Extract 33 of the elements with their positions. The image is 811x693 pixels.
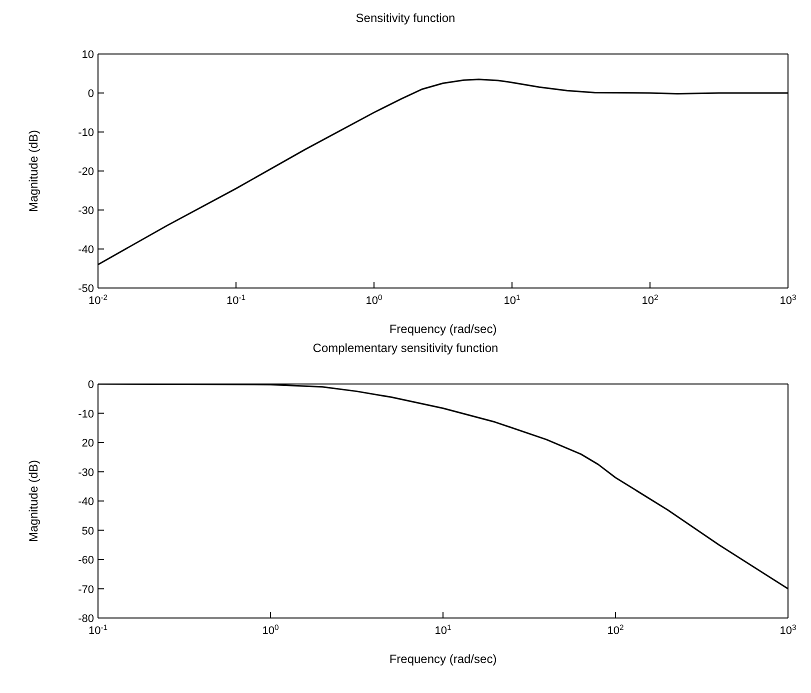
x-tick-label: 10$^{1}$ (504, 292, 520, 307)
x-tick-label: 10$^{3}$ (780, 292, 796, 307)
x-axis-title: Frequency (rad/sec) (389, 322, 497, 336)
x-tick-label: 10$^{-1}$ (226, 292, 246, 307)
x-tick-label: 10$^{2}$ (642, 292, 658, 307)
y-tick-label: -40 (78, 244, 94, 256)
x-tick-label: 10$^{0}$ (262, 622, 279, 637)
y-tick-label: -50 (78, 283, 94, 295)
y-tick-label: -10 (78, 408, 94, 420)
y-tick-label: 0 (88, 379, 94, 391)
x-tick-label: 10$^{-2}$ (88, 292, 108, 307)
chart-title: Sensitivity function (354, 10, 456, 27)
y-tick-label: -20 (78, 166, 94, 178)
x-axis-title: Frequency (rad/sec) (389, 652, 497, 666)
x-tick-label: 10$^{0}$ (366, 292, 382, 307)
y-tick-label: 0 (88, 88, 94, 100)
y-tick-label: -30 (78, 466, 94, 479)
x-tick-label: 10$^{-1}$ (88, 622, 108, 637)
x-tick-label: 10$^{2}$ (607, 622, 624, 637)
x-tick-label: 10$^{1}$ (434, 622, 452, 637)
y-tick-label: -70 (78, 584, 94, 596)
y-tick-label: -10 (78, 127, 94, 139)
y-tick-label: 20 (82, 438, 94, 450)
y-tick-label: 50 (82, 525, 94, 538)
y-tick-label: -30 (78, 205, 94, 217)
y-axis-title: Magnitude (dB) (26, 130, 40, 212)
y-tick-label: -60 (78, 554, 94, 566)
y-axis-title: Magnitude (dB) (26, 460, 40, 542)
y-tick-label: -80 (78, 613, 94, 625)
x-tick-label: 10$^{3}$ (780, 622, 796, 637)
y-tick-label: 10 (82, 49, 94, 61)
chart-title: Complementary sensitivity function (312, 340, 500, 357)
y-tick-label: -40 (78, 496, 94, 508)
